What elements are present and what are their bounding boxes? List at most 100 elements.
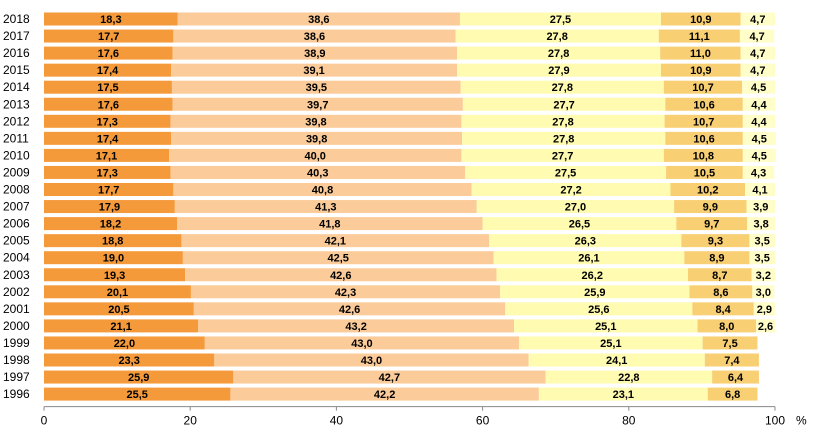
bar-segment (44, 302, 194, 316)
bar-segment (44, 353, 215, 367)
bar-segment (457, 46, 661, 60)
bar-segment (689, 285, 753, 299)
bar-segment (528, 353, 705, 367)
bar-segment (739, 29, 775, 43)
data-label: 17,1 (96, 150, 117, 162)
y-tick-label: 1996 (3, 387, 30, 401)
bar-segment (44, 114, 171, 128)
data-label: 10,5 (694, 167, 715, 179)
bar-segment (171, 63, 458, 77)
bar-segment (742, 80, 775, 94)
data-label: 39,7 (307, 99, 328, 111)
bar-segment (172, 97, 463, 111)
data-label: 2,6 (758, 321, 773, 333)
data-label: 25,1 (600, 338, 621, 350)
y-tick-label: 2007 (3, 200, 30, 214)
data-label: 27,0 (565, 202, 586, 214)
bar-segment (476, 200, 675, 214)
bar-segment (496, 268, 689, 282)
bar-segment (44, 131, 172, 145)
x-tick-label: 0 (41, 414, 48, 428)
data-label: 41,8 (319, 219, 340, 231)
y-tick-label: 2001 (3, 302, 30, 316)
bar-segment (660, 12, 741, 26)
bar-segment (707, 387, 758, 401)
data-label: 17,4 (97, 65, 119, 77)
bar-segment (752, 285, 775, 299)
data-label: 40,0 (304, 150, 325, 162)
bar-segment (740, 12, 775, 26)
bar-segment (465, 165, 667, 179)
data-label: 43,2 (345, 321, 366, 333)
data-label: 27,7 (553, 99, 574, 111)
bar-segment (461, 148, 664, 162)
x-tick-label: 40 (330, 414, 344, 428)
data-label: 43,0 (361, 355, 382, 367)
data-label: 10,6 (693, 99, 714, 111)
bar-segment (170, 114, 462, 128)
y-tick-label: 2014 (3, 80, 30, 94)
bar-segment (44, 80, 172, 94)
bar-segment (753, 302, 775, 316)
bar-segment (169, 148, 462, 162)
bar-segment (663, 148, 743, 162)
data-label: 25,6 (588, 304, 609, 316)
data-label: 17,3 (97, 116, 118, 128)
data-label: 26,1 (578, 253, 599, 265)
bar-segment (751, 268, 775, 282)
data-label: 42,7 (379, 372, 400, 384)
bar-segment (230, 387, 539, 401)
data-label: 3,2 (756, 270, 771, 282)
bar-segment (44, 97, 173, 111)
data-label: 27,8 (546, 31, 567, 43)
data-label: 25,5 (126, 389, 147, 401)
bar-segment (745, 183, 775, 196)
bar-segment (174, 200, 477, 214)
data-label: 42,6 (339, 304, 360, 316)
bar-segment (457, 63, 661, 77)
bar-segment (190, 285, 501, 299)
data-labels-layer: 18,3 38,6 27,5 10,9 4,7 17,7 38,6 27,8 11,1 4,7 17… (96, 14, 773, 401)
y-tick-label: 2003 (3, 268, 30, 282)
data-label: 18,8 (102, 236, 123, 248)
bar-segment (44, 217, 178, 231)
bar-segment (538, 387, 708, 401)
data-label: 17,3 (97, 167, 118, 179)
data-label: 38,6 (308, 14, 329, 26)
y-tick-label: 2005 (3, 234, 30, 248)
bar-segment (182, 251, 494, 265)
bar-segment (704, 353, 759, 367)
bar-segment (44, 183, 174, 196)
data-label: 27,8 (548, 48, 569, 60)
data-label: 22,8 (618, 372, 639, 384)
bar-segment (514, 319, 698, 333)
data-label: 4,1 (752, 185, 767, 197)
bar-segment (681, 234, 750, 248)
data-label: 18,3 (100, 14, 121, 26)
data-label: 10,7 (693, 116, 714, 128)
data-label: 26,5 (569, 219, 590, 231)
y-tick-label: 2006 (3, 217, 30, 231)
bar-segment (44, 268, 186, 282)
bar-segment (44, 63, 172, 77)
bar-segment (44, 336, 205, 350)
bars-layer (44, 12, 776, 401)
y-tick-label: 2011 (3, 131, 29, 145)
data-label: 17,7 (98, 31, 119, 43)
bar-segment (172, 46, 458, 60)
bar-segment (177, 12, 460, 26)
data-label: 25,1 (595, 321, 616, 333)
y-tick-label: 2008 (3, 183, 30, 197)
bar-segment (489, 234, 682, 248)
data-label: 9,7 (704, 219, 719, 231)
bar-segment (181, 234, 490, 248)
bar-segment (674, 200, 747, 214)
bar-segment (193, 302, 506, 316)
bar-segment (666, 165, 743, 179)
bar-segment (455, 29, 659, 43)
data-label: 19,0 (103, 253, 124, 265)
data-label: 20,1 (107, 287, 128, 299)
data-label: 7,4 (724, 355, 740, 367)
bar-segment (658, 29, 740, 43)
x-axis: 0 20 40 60 80 100% (41, 406, 807, 428)
